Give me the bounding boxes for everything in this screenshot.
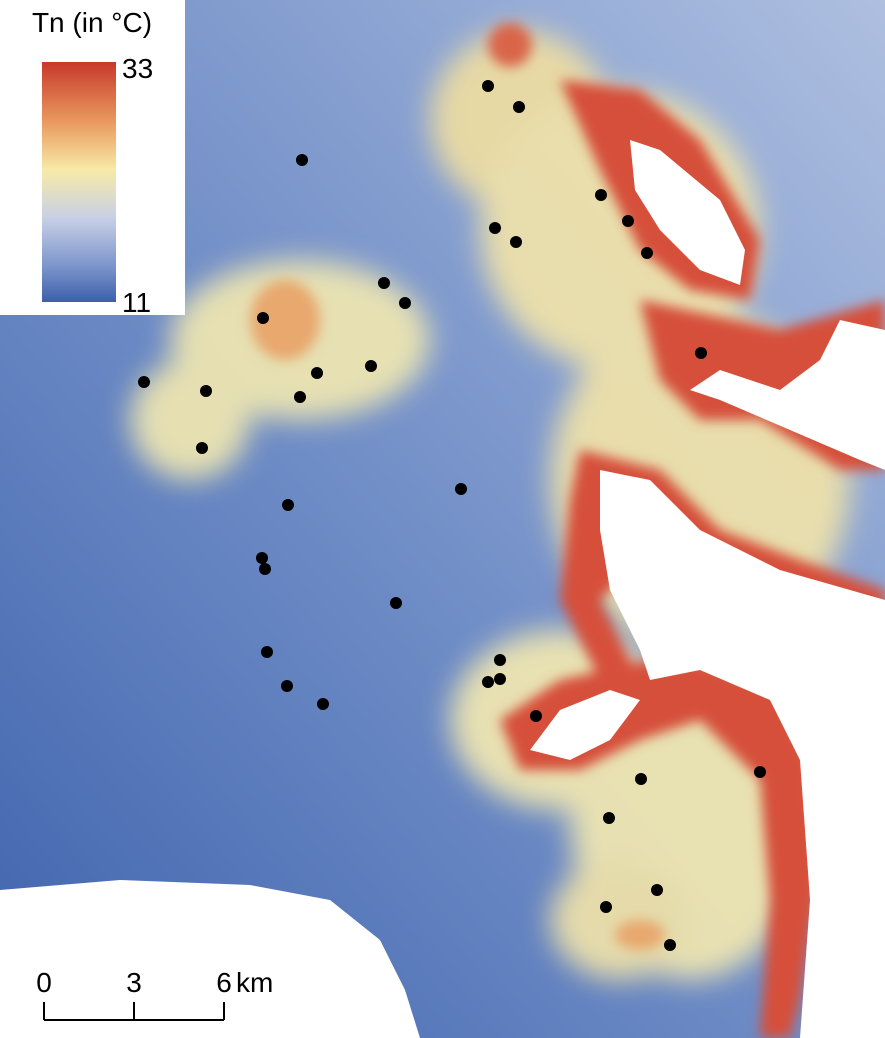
legend-min: 11 [122, 287, 151, 318]
scale-label: 3 [126, 967, 142, 998]
page: {"legend": {"title": "Tn (in °C)", "max"… [0, 0, 885, 1038]
map: Tn (in °C) 33 11 0 3 6 km [0, 0, 885, 1038]
scale-label: 0 [36, 967, 52, 998]
legend: Tn (in °C) 33 11 [0, 0, 185, 318]
scale-label: 6 [216, 967, 232, 998]
legend-title: Tn (in °C) [32, 7, 152, 38]
legend-max: 33 [122, 53, 153, 84]
color-ramp [42, 62, 116, 302]
scale-unit: km [236, 967, 273, 998]
